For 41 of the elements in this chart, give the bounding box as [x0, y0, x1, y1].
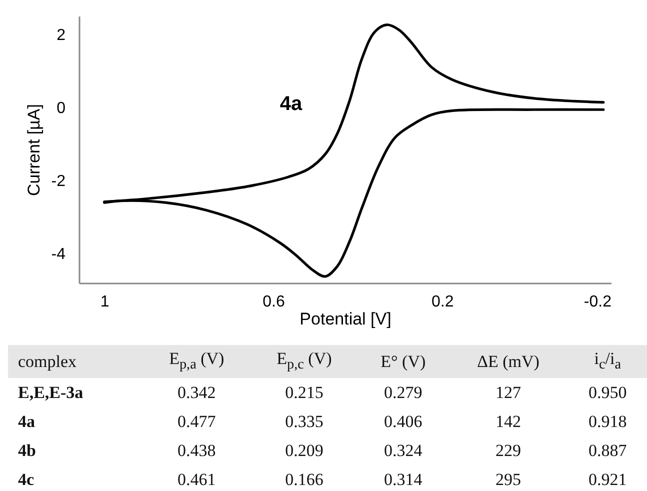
annotation: 4a	[280, 93, 303, 115]
text: 0.335	[284, 410, 324, 432]
text: 0.279	[383, 382, 424, 404]
text: 0.324	[383, 440, 424, 462]
x-tick-label: -0.2	[584, 294, 612, 310]
y-tick-label: 0	[56, 100, 66, 117]
text: 229	[494, 440, 522, 462]
text: 0.406	[383, 410, 424, 432]
text: 0.314	[383, 468, 424, 490]
text: 127	[494, 382, 522, 404]
text: 4a	[17, 410, 36, 432]
x-tick-label: 0.6	[262, 294, 285, 310]
text: complex	[8, 345, 143, 378]
text: 0.209	[284, 440, 324, 462]
text: E$_{p,a}$ (V)	[142, 345, 250, 378]
text: 295	[494, 468, 522, 490]
text: 0.887	[587, 440, 628, 462]
text: 142	[494, 410, 522, 432]
text: E$_{p,c}$ (V)	[250, 345, 358, 378]
x-tick-label: 0.2	[431, 294, 454, 310]
text: E° (V)	[358, 345, 448, 378]
text: 0.918	[587, 410, 628, 432]
text: 0.477	[176, 410, 217, 432]
y-tick-label: -4	[51, 246, 66, 264]
text: 0.950	[587, 382, 628, 404]
x-axis-title: Potential [V]	[300, 310, 392, 328]
text: ΔE (mV)	[448, 345, 568, 378]
y-axis-title: Current [µA]	[24, 104, 44, 196]
text: E,E,E-3a	[17, 382, 84, 404]
text: 4b	[17, 440, 37, 462]
text: i$_{c}$/i$_{a}$	[568, 345, 647, 378]
text: 0.166	[284, 468, 324, 490]
y-tick-label: 2	[56, 26, 66, 44]
text: 4c	[17, 468, 36, 490]
text: 0.215	[284, 382, 324, 404]
x-tick-label: 1	[100, 294, 110, 310]
text: 0.461	[176, 468, 217, 490]
y-tick-label: -2	[51, 173, 66, 190]
text: 0.438	[176, 440, 217, 462]
text: 0.921	[587, 468, 628, 490]
text: 0.342	[176, 382, 217, 404]
